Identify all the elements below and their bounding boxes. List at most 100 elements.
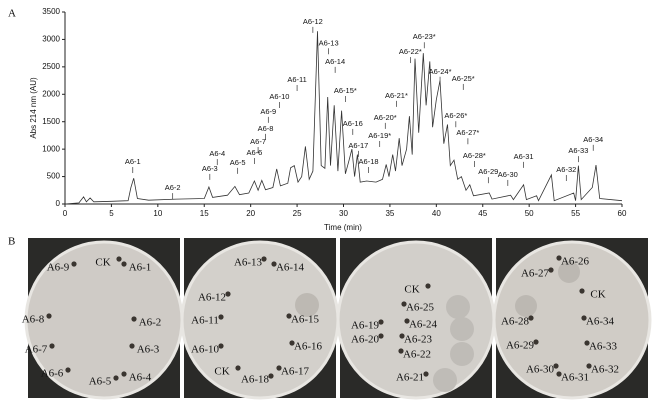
peak-label: A6-11 xyxy=(287,75,306,84)
panel-label: B xyxy=(8,236,15,248)
colony-spot xyxy=(121,261,127,267)
well-label: A6-22 xyxy=(403,349,431,361)
well-label: A6-24 xyxy=(409,319,438,331)
well-label: A6-8 xyxy=(22,314,45,326)
colony-spot xyxy=(113,375,119,381)
colony-spot xyxy=(261,256,267,262)
well-label: A6-16 xyxy=(294,341,323,353)
well-label: CK xyxy=(214,366,229,378)
colony-spot xyxy=(423,371,429,377)
trace xyxy=(64,31,623,205)
colony-spot xyxy=(46,313,52,319)
colony-spot xyxy=(121,371,127,377)
well-label: A6-29 xyxy=(506,340,535,352)
well-label: CK xyxy=(95,257,110,269)
well-label: A6-21 xyxy=(396,372,424,384)
well-label: A6-19 xyxy=(351,320,380,332)
well-label: A6-3 xyxy=(137,344,160,356)
well-label: A6-2 xyxy=(139,317,162,329)
colony-spot xyxy=(548,267,554,273)
colony-spot xyxy=(235,365,241,371)
y-axis-label: Abs 214 nm (AU) xyxy=(29,77,38,139)
peak-label: A6-6 xyxy=(246,148,262,157)
well-label: A6-34 xyxy=(586,316,615,328)
peak-label: A6-25* xyxy=(452,74,475,83)
y-tick-label: 3000 xyxy=(42,35,60,44)
well-label: A6-32 xyxy=(591,364,619,376)
peak-label: A6-18 xyxy=(359,157,379,166)
peak-label: A6-17 xyxy=(348,141,368,150)
peak-label: A6-10 xyxy=(269,92,289,101)
x-tick-label: 25 xyxy=(293,209,302,218)
x-tick-label: 60 xyxy=(618,209,627,218)
colony-spot xyxy=(218,343,224,349)
y-tick-label: 1000 xyxy=(42,144,60,153)
x-tick-label: 35 xyxy=(385,209,394,218)
colony-spot xyxy=(289,340,295,346)
peak-label: A6-23* xyxy=(413,32,436,41)
panel-label: A xyxy=(8,8,16,20)
peak-label: A6-13 xyxy=(319,38,339,47)
well-label: A6-15 xyxy=(291,314,320,326)
well-label: A6-14 xyxy=(276,262,305,274)
colony-spot xyxy=(425,283,431,289)
peak-label: A6-15* xyxy=(334,86,357,95)
peak-label: A6-19* xyxy=(368,131,391,140)
peak-label: A6-4 xyxy=(209,149,225,158)
colony-spot xyxy=(533,339,539,345)
peak-label: A6-30 xyxy=(498,170,518,179)
colony-spot xyxy=(404,318,410,324)
peak-label: A6-12 xyxy=(303,17,323,26)
x-tick-label: 5 xyxy=(109,209,114,218)
peak-label: A6-5 xyxy=(230,158,246,167)
peak-label: A6-16 xyxy=(343,119,363,128)
y-tick-label: 2000 xyxy=(42,89,60,98)
y-tick-label: 1500 xyxy=(42,117,60,126)
photos xyxy=(24,238,652,400)
well-label: A6-25 xyxy=(406,302,435,314)
well-label: A6-30 xyxy=(526,364,555,376)
colony-spot xyxy=(553,363,559,369)
peak-label: A6-24* xyxy=(429,67,452,76)
peak-label: A6-26* xyxy=(444,111,467,120)
well-label: A6-6 xyxy=(41,368,64,380)
peak-label: A6-31 xyxy=(514,152,534,161)
colony-spot xyxy=(378,319,384,325)
y-tick-label: 500 xyxy=(47,172,61,181)
well-label: A6-28 xyxy=(501,316,530,328)
colony-spot xyxy=(71,261,77,267)
y-tick-label: 2500 xyxy=(42,62,60,71)
x-tick-label: 15 xyxy=(200,209,209,218)
x-tick-label: 50 xyxy=(525,209,534,218)
peak-label: A6-2 xyxy=(165,183,181,192)
colony-spot xyxy=(398,348,404,354)
colony-spot xyxy=(579,288,585,294)
x-tick-label: 30 xyxy=(339,209,348,218)
colony-spot xyxy=(271,261,277,267)
peak-label: A6-1 xyxy=(125,157,141,166)
peak-label: A6-21* xyxy=(385,91,408,100)
colony-spot xyxy=(286,313,292,319)
colony-spot xyxy=(116,256,122,262)
well-label: A6-20 xyxy=(351,334,380,346)
peak-label: A6-7 xyxy=(250,137,266,146)
peak-label: A6-33 xyxy=(568,146,588,155)
halo xyxy=(446,295,470,319)
peak-label: A6-34 xyxy=(583,135,603,144)
colony-spot xyxy=(218,314,224,320)
well-label: A6-9 xyxy=(47,262,70,274)
plate xyxy=(492,240,652,400)
peak-label: A6-20* xyxy=(374,113,397,122)
colony-spot xyxy=(584,340,590,346)
x-axis-label: Time (min) xyxy=(324,223,362,232)
halo xyxy=(295,293,319,317)
peak-label: A6-8 xyxy=(258,124,274,133)
x-tick-label: 0 xyxy=(63,209,68,218)
colony-spot xyxy=(268,373,274,379)
well-label: A6-27 xyxy=(521,268,550,280)
well-label: A6-13 xyxy=(234,257,263,269)
well-label: A6-5 xyxy=(89,376,112,388)
colony-spot xyxy=(276,365,282,371)
halo xyxy=(558,261,580,283)
colony-spot xyxy=(65,367,71,373)
